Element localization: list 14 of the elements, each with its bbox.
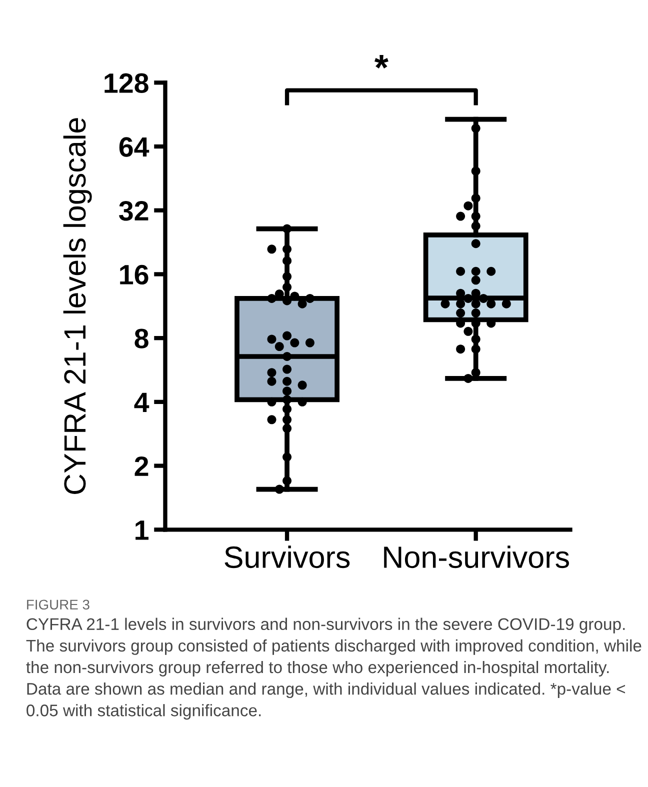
x-tick-label: Survivors bbox=[224, 546, 350, 568]
y-tick-label: 128 bbox=[104, 73, 148, 93]
y-tick-label: 64 bbox=[119, 137, 150, 157]
text: * bbox=[374, 55, 388, 68]
y-axis-title: CYFRA 21-1 levels logscale bbox=[63, 118, 92, 494]
text: CYFRA 21-1 levels in survivors and non-survivors in the severe COVID-19 group. The survivors group consisted of patients discharged with improved condition, while the non-survivors group referred to those who experienced in-hospital mortality. Data are shown as median and range, with individual values indicated. *p-value < 0.05 with statistical significance. bbox=[26, 618, 642, 720]
caption: FIGURE 3 bbox=[27, 600, 90, 610]
y-tick-label: 4 bbox=[134, 392, 150, 412]
y-tick-label: 1 bbox=[136, 520, 148, 540]
y-tick-label: 2 bbox=[134, 456, 148, 476]
y-tick-label: 8 bbox=[134, 328, 148, 348]
y-tick-label: 32 bbox=[119, 201, 148, 221]
x-tick-label: Non-survivors bbox=[384, 546, 569, 568]
y-tick-label: 16 bbox=[120, 264, 148, 285]
